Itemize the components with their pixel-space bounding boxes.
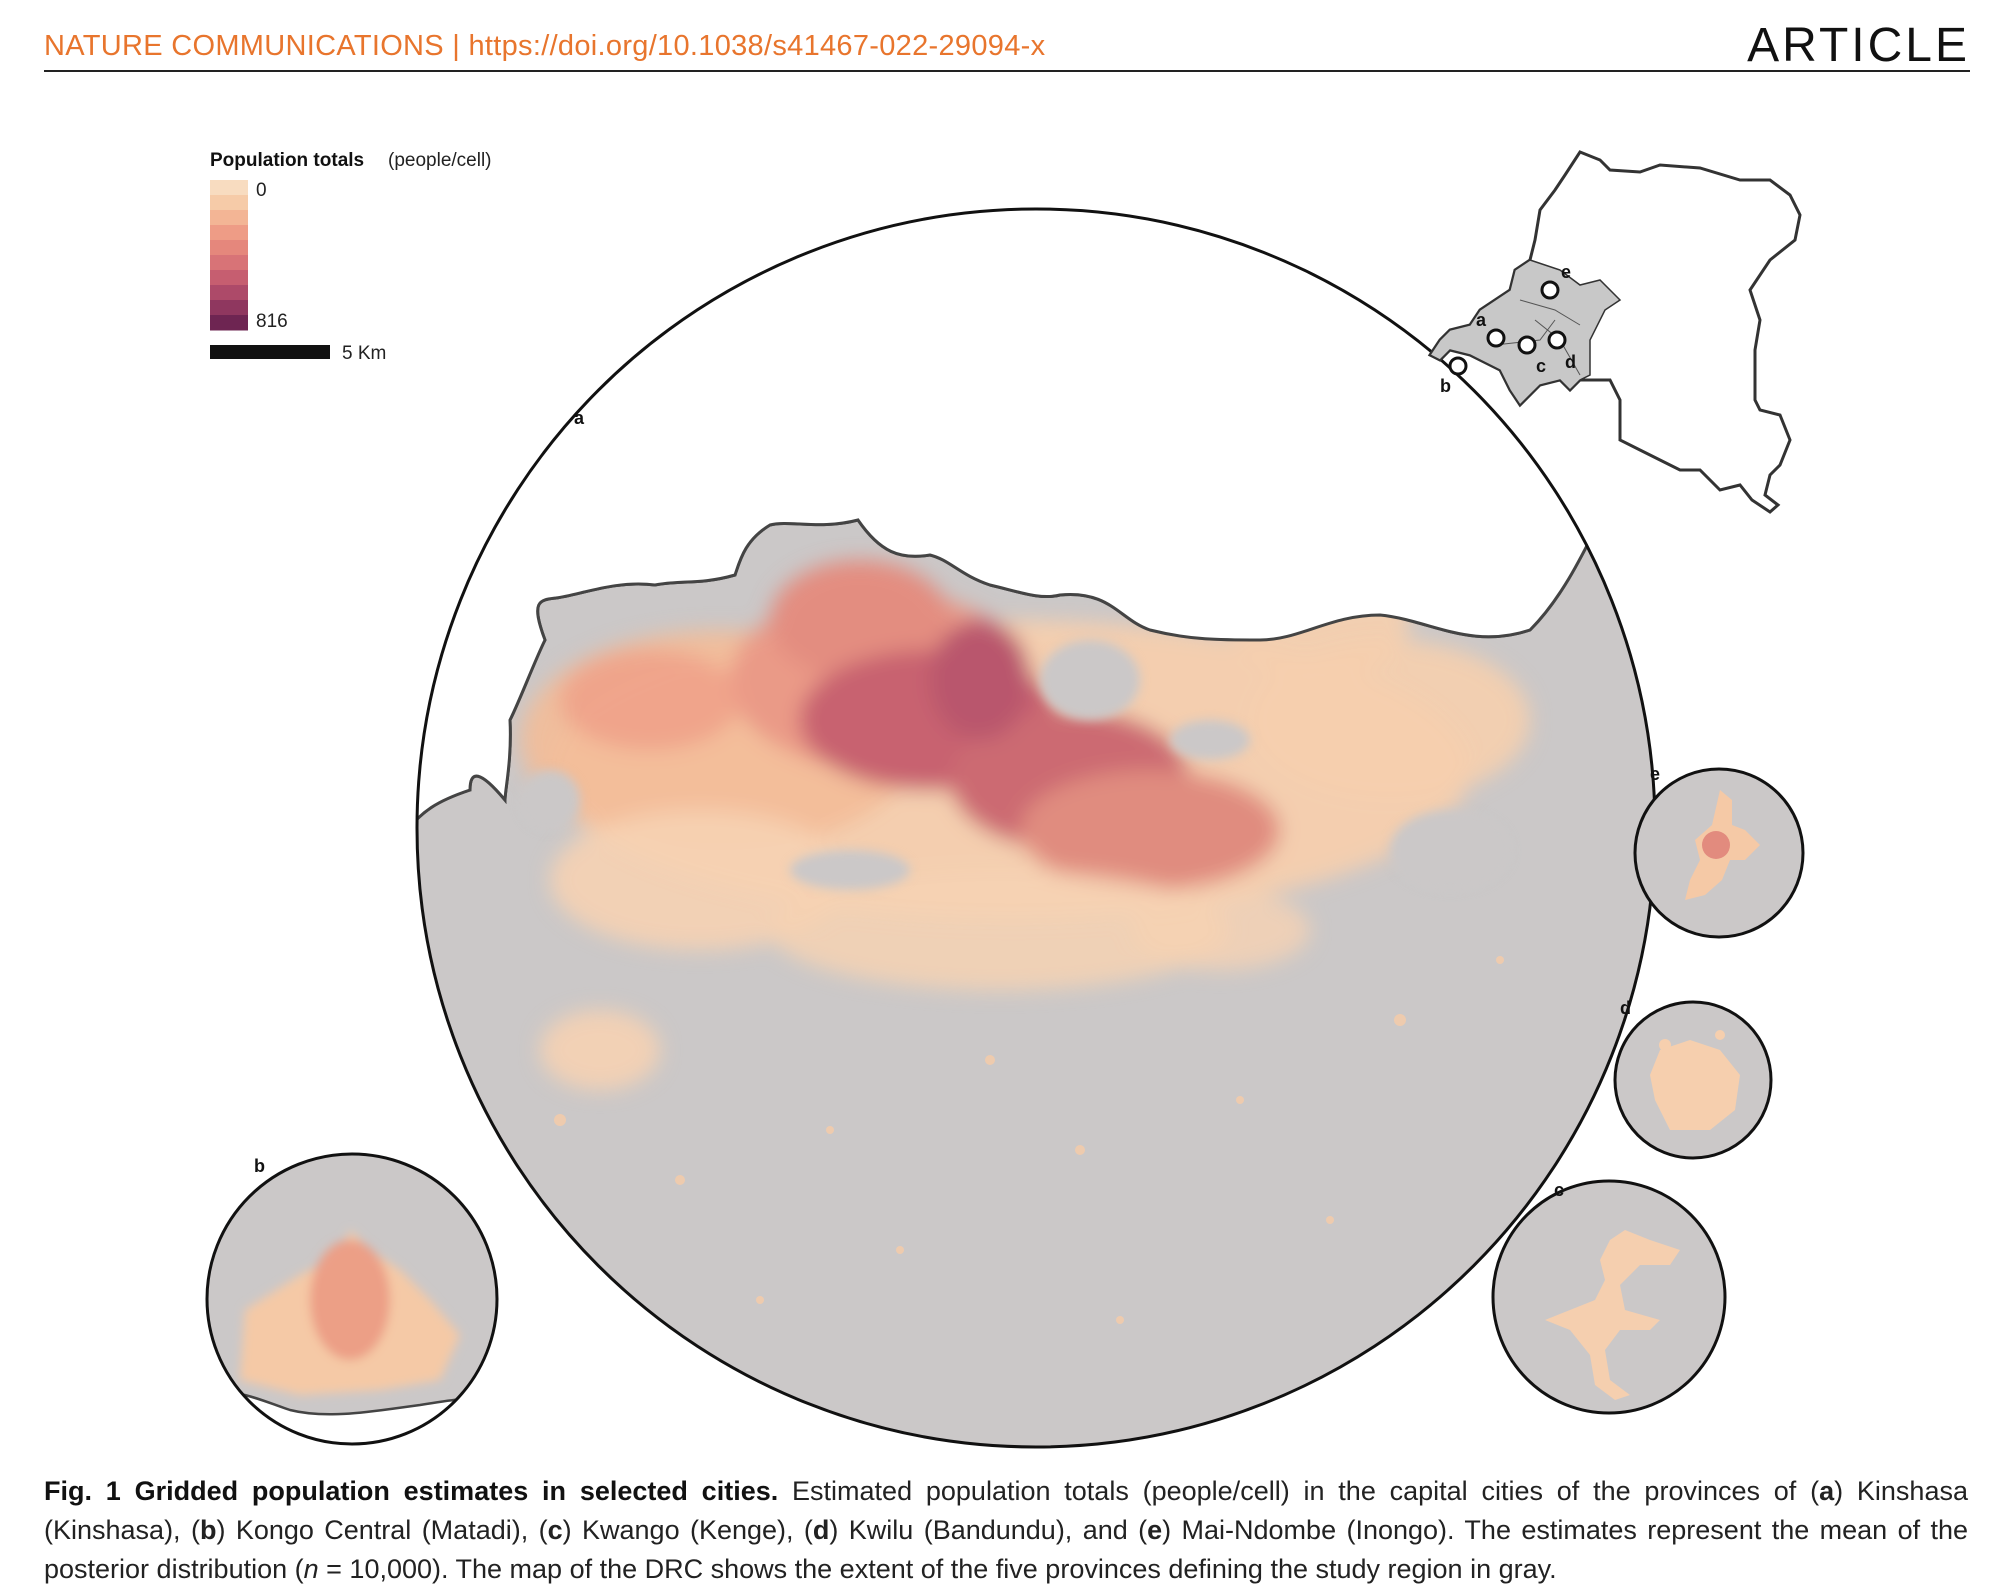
inset-label-b: b <box>1440 376 1451 396</box>
page-header: NATURE COMMUNICATIONS | https://doi.org/… <box>44 19 1970 72</box>
inset-label-c: c <box>1536 356 1546 376</box>
legend-swatch <box>210 285 248 301</box>
panel-e-inongo-map: e <box>1633 764 1805 939</box>
legend-swatch <box>210 210 248 226</box>
panel-c-label: c <box>1554 1180 1564 1200</box>
scale-bar-label: 5 Km <box>342 343 386 364</box>
panel-e-label: e <box>1650 764 1660 784</box>
panel-d-bandundu-map: d <box>1613 998 1773 1160</box>
inset-marker-a <box>1486 328 1506 348</box>
caption-title: Fig. 1 Gridded population estimates in s… <box>44 1476 779 1506</box>
scale-bar <box>210 345 330 359</box>
legend-title: Population totals <box>210 150 364 171</box>
inset-marker-e <box>1540 280 1560 300</box>
legend-max: 816 <box>256 311 288 332</box>
legend-swatch <box>210 195 248 211</box>
figure-1: Population totals (people/cell) 0 816 5 … <box>205 150 1805 1449</box>
legend-swatch <box>210 225 248 241</box>
section-label: ARTICLE <box>1747 19 1970 72</box>
panel-d-label: d <box>1620 998 1631 1018</box>
legend: Population totals (people/cell) 0 816 5 … <box>210 150 492 364</box>
inset-marker-b <box>1448 356 1468 376</box>
panel-b-label: b <box>254 1156 265 1176</box>
legend-swatch <box>210 270 248 286</box>
legend-color-ramp <box>210 180 248 331</box>
drc-inset-map: a b c d e <box>1427 150 1802 514</box>
legend-swatch <box>210 180 248 196</box>
inset-label-d: d <box>1565 352 1576 372</box>
legend-swatch <box>210 300 248 316</box>
panel-b-matadi-map: b <box>205 1152 499 1446</box>
inset-marker-d <box>1547 330 1567 350</box>
panel-a-kinshasa-map: a <box>415 207 1657 1449</box>
legend-swatch <box>210 255 248 271</box>
inset-label-e: e <box>1561 262 1571 282</box>
legend-unit: (people/cell) <box>388 150 492 171</box>
legend-swatch <box>210 315 248 331</box>
legend-min: 0 <box>256 180 267 201</box>
panel-a-label: a <box>574 408 585 428</box>
inset-label-a: a <box>1476 310 1487 330</box>
legend-swatch <box>210 240 248 256</box>
study-region <box>1428 259 1622 407</box>
figure-caption: Fig. 1 Gridded population estimates in s… <box>44 1476 1969 1584</box>
panel-c-kenge-map: c <box>1491 1179 1727 1415</box>
journal-citation[interactable]: NATURE COMMUNICATIONS | https://doi.org/… <box>44 30 1046 62</box>
inset-marker-c <box>1517 335 1537 355</box>
